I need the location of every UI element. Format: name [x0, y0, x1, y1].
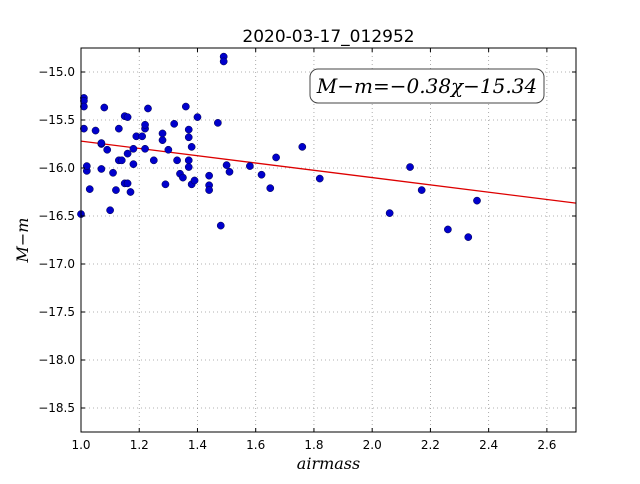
plot-frame — [80, 47, 577, 433]
data-point — [406, 163, 414, 171]
data-point — [225, 167, 234, 176]
data-point — [149, 156, 158, 165]
data-point — [315, 174, 324, 183]
data-point — [219, 57, 228, 66]
data-point — [205, 171, 213, 180]
data-point — [85, 185, 94, 193]
data-point — [82, 162, 91, 170]
y-tick-label: −18.5 — [38, 401, 75, 415]
data-point — [222, 161, 231, 169]
data-point — [115, 124, 123, 133]
data-point — [184, 125, 193, 134]
data-point — [181, 102, 190, 111]
data-point — [100, 103, 109, 112]
data-point — [158, 129, 167, 138]
x-tick-label: 1.6 — [246, 438, 265, 452]
x-tick-label: 1.8 — [304, 438, 323, 452]
data-point — [103, 145, 112, 154]
data-point — [80, 124, 88, 133]
data-point — [205, 186, 213, 194]
x-tick-label: 1.4 — [188, 438, 207, 452]
y-tick-label: −17.5 — [38, 305, 75, 319]
data-point — [187, 143, 196, 151]
data-point — [97, 139, 106, 147]
data-point — [109, 168, 117, 177]
y-tick-label: −18.0 — [38, 353, 75, 367]
data-point — [126, 188, 135, 196]
data-point — [190, 176, 199, 185]
x-axis-label: airmass — [297, 454, 360, 473]
data-point — [193, 113, 202, 121]
data-point — [173, 156, 181, 165]
data-point — [91, 126, 100, 135]
data-point — [444, 225, 452, 234]
data-point — [214, 119, 222, 127]
y-tick-label: −17.0 — [38, 257, 75, 271]
data-point — [179, 173, 187, 182]
data-point — [164, 145, 173, 154]
data-point — [141, 144, 149, 153]
data-point — [144, 104, 152, 113]
data-point — [123, 179, 132, 188]
x-tick-label: 1.0 — [71, 438, 90, 452]
y-tick-label: −16.0 — [38, 161, 75, 175]
x-tick-label: 2.4 — [479, 438, 498, 452]
data-point — [298, 143, 307, 151]
fit-equation: M−m=−0.38χ−15.34 — [316, 74, 537, 98]
data-point — [266, 184, 275, 193]
data-point — [158, 136, 167, 145]
data-point — [123, 113, 132, 121]
x-tick-label: 2.0 — [363, 438, 382, 452]
data-point — [112, 186, 120, 194]
y-axis-label: M−m — [13, 218, 32, 264]
data-point — [184, 156, 193, 165]
data-point — [106, 206, 114, 215]
y-tick-label: −16.5 — [38, 209, 75, 223]
x-tick-label: 2.6 — [537, 438, 556, 452]
data-point — [117, 156, 126, 165]
data-point — [161, 180, 170, 189]
data-point — [184, 133, 193, 142]
data-point — [170, 119, 179, 128]
data-points — [77, 52, 481, 241]
data-point — [464, 233, 473, 241]
data-point — [129, 144, 138, 153]
data-point — [257, 170, 266, 179]
fit-line — [80, 140, 577, 204]
data-point — [417, 186, 426, 194]
data-point — [385, 209, 394, 217]
data-point — [138, 132, 146, 141]
y-tick-label: −15.5 — [38, 113, 75, 127]
data-point — [272, 153, 280, 162]
x-tick-label: 1.2 — [130, 438, 149, 452]
data-point — [216, 221, 225, 230]
axis-ticks: 1.0 1.2 1.4 1.6 1.8 2.0 2.2 2.4 2.6 −15.0 −15.5 −16… — [38, 48, 576, 452]
chart-title: 2020-03-17_012952 — [242, 27, 414, 47]
data-point — [141, 120, 149, 129]
data-point — [97, 165, 106, 173]
fit-equation-frame — [309, 68, 545, 104]
data-point — [123, 149, 132, 158]
data-point — [184, 163, 193, 171]
data-point — [80, 102, 88, 111]
grid — [80, 48, 576, 432]
y-tick-label: −15.0 — [38, 65, 75, 79]
fit-equation-box: M−m=−0.38χ−15.34 — [309, 68, 545, 104]
data-point — [473, 196, 481, 205]
data-point — [246, 162, 254, 170]
data-point — [129, 160, 138, 169]
fit-line-layer — [80, 140, 577, 204]
x-tick-label: 2.2 — [421, 438, 440, 452]
